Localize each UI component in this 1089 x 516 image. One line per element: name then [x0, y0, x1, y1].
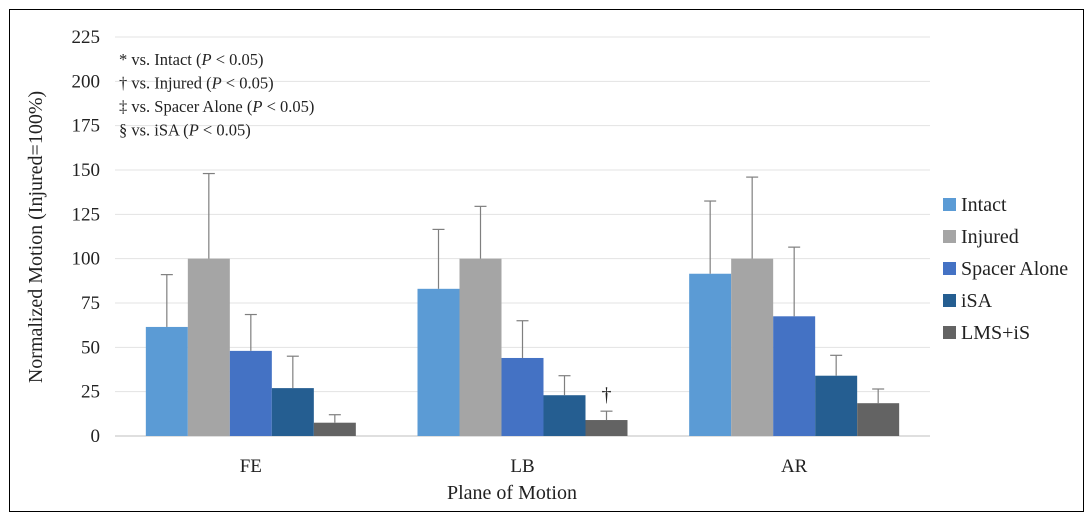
bar-fe-lms-is [313, 422, 356, 436]
bar-lb-lms-is [585, 420, 628, 436]
y-tick-label: 225 [72, 27, 101, 48]
significance-note: ‡ vs. Spacer Alone (P < 0.05) [119, 97, 314, 116]
significance-note: * vs. Intact (P < 0.05) [119, 50, 264, 69]
note-suffix: < 0.05) [199, 121, 251, 140]
bar-ar-spacer-alone [773, 316, 816, 436]
legend-label: Injured [961, 226, 1019, 248]
note-suffix: < 0.05) [262, 97, 314, 116]
y-tick-label: 0 [91, 426, 101, 447]
significance-markers: † [602, 384, 612, 406]
error-bars [160, 172, 885, 423]
bar-ar-isa [815, 375, 858, 436]
x-tick-labels: FE LB AR [240, 456, 808, 477]
y-axis-title: Normalized Motion (Injured=100%) [25, 91, 47, 383]
significance-notes: * vs. Intact (P < 0.05)† vs. Injured (P … [119, 50, 314, 140]
note-italic: P [211, 74, 222, 93]
legend-label: Spacer Alone [961, 258, 1068, 280]
y-tick-label: 175 [72, 116, 101, 137]
note-prefix: ‡ vs. Spacer Alone ( [119, 97, 252, 116]
bar-fe-isa [271, 388, 314, 436]
y-tick-label: 200 [72, 71, 101, 92]
legend-swatch [943, 198, 956, 211]
bar-fe-injured [187, 258, 230, 436]
bar-ar-injured [731, 258, 774, 436]
note-prefix: * vs. Intact ( [119, 50, 201, 69]
bar-lb-injured [459, 258, 502, 436]
x-tick-label: AR [781, 456, 808, 477]
bar-ar-intact [689, 273, 732, 436]
bar-ar-lms-is [857, 403, 900, 436]
y-tick-labels: 0 25 50 75 100 125 150 175 200 225 [72, 27, 101, 447]
legend-swatch [943, 262, 956, 275]
note-prefix: § vs. iSA ( [119, 121, 189, 140]
bars [145, 258, 900, 436]
note-italic: P [251, 97, 262, 116]
significance-note: † vs. Injured (P < 0.05) [119, 74, 274, 93]
note-italic: P [188, 121, 199, 140]
note-suffix: < 0.05) [222, 74, 274, 93]
significance-marker: † [602, 384, 612, 406]
y-tick-label: 25 [81, 382, 100, 403]
y-tick-label: 100 [72, 249, 101, 270]
bar-fe-spacer-alone [229, 350, 272, 436]
y-tick-label: 125 [72, 204, 101, 225]
y-tick-label: 150 [72, 160, 101, 181]
bar-lb-isa [543, 395, 586, 436]
figure-frame [9, 9, 1084, 512]
x-tick-label: FE [240, 456, 262, 477]
legend: Intact Injured Spacer Alone iSA LMS+iS [943, 194, 1068, 344]
note-suffix: < 0.05) [212, 50, 264, 69]
x-axis-title: Plane of Motion [447, 482, 577, 504]
note-italic: P [200, 50, 211, 69]
significance-note: § vs. iSA (P < 0.05) [119, 121, 251, 140]
y-tick-label: 50 [81, 337, 100, 358]
y-tick-label: 75 [81, 293, 100, 314]
bar-lb-spacer-alone [501, 357, 544, 436]
legend-label: LMS+iS [961, 322, 1030, 344]
note-prefix: † vs. Injured ( [119, 74, 212, 93]
legend-label: iSA [961, 290, 993, 312]
legend-label: Intact [961, 194, 1007, 216]
bar-fe-intact [145, 326, 188, 436]
legend-swatch [943, 294, 956, 307]
legend-swatch [943, 230, 956, 243]
bar-lb-intact [417, 288, 460, 436]
legend-swatch [943, 326, 956, 339]
x-tick-label: LB [510, 456, 534, 477]
